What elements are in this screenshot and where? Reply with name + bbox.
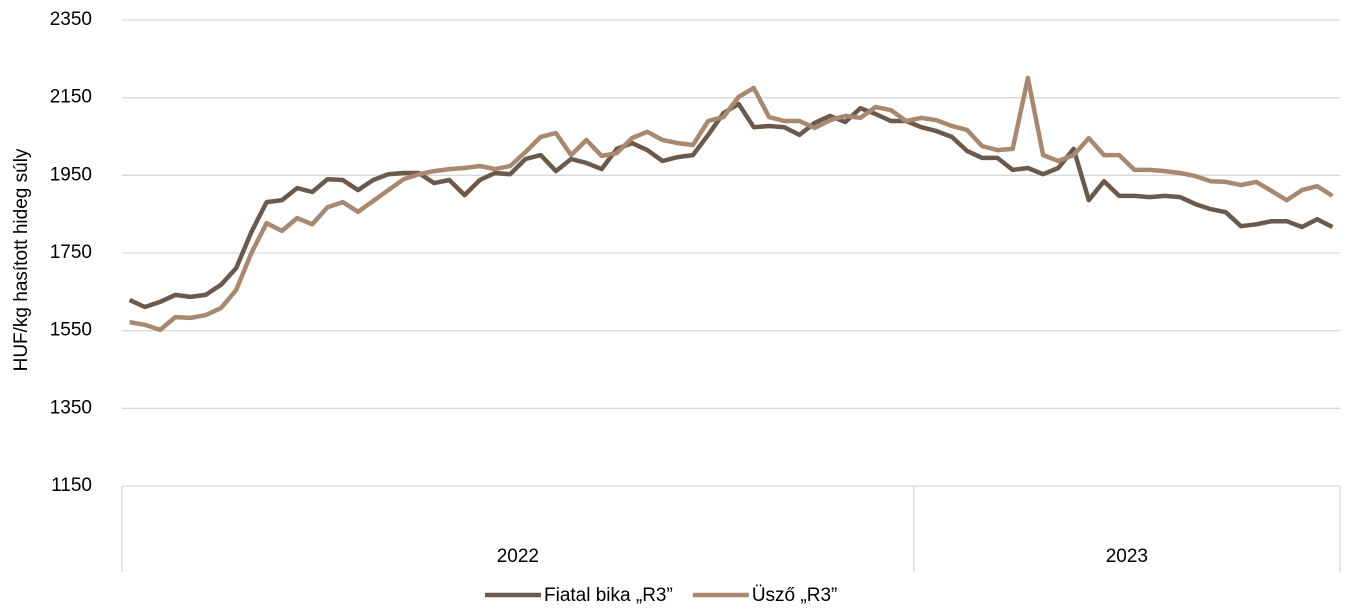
y-tick-label: 1150 xyxy=(51,475,92,496)
y-tick-label: 1950 xyxy=(50,164,92,185)
line-series xyxy=(128,101,1334,310)
y-tick-label: 1750 xyxy=(50,242,92,263)
legend-label: Fiatal bika „R3” xyxy=(544,585,673,606)
line-series xyxy=(129,75,1334,333)
x-group-label: 2023 xyxy=(1106,546,1148,567)
legend-label: Üsző „R3” xyxy=(752,585,838,606)
x-group-label: 2022 xyxy=(497,546,539,567)
y-tick-label: 1550 xyxy=(50,320,92,341)
y-tick-label: 2350 xyxy=(50,9,92,30)
y-tick-label: 1350 xyxy=(50,397,92,418)
y-axis-label: HUF/kg hasított hideg súly xyxy=(11,148,32,371)
y-tick-label: 2150 xyxy=(50,87,92,108)
